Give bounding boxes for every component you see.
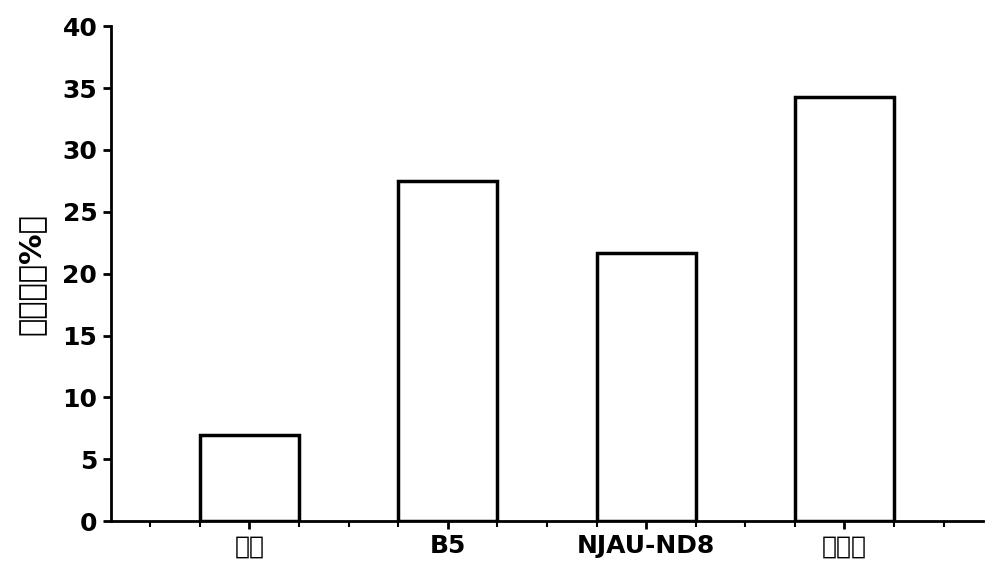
- Bar: [597, 252, 696, 521]
- Bar: [795, 97, 894, 521]
- Y-axis label: 降解率（%）: 降解率（%）: [17, 213, 46, 335]
- Bar: [398, 181, 497, 521]
- Bar: [200, 435, 299, 521]
